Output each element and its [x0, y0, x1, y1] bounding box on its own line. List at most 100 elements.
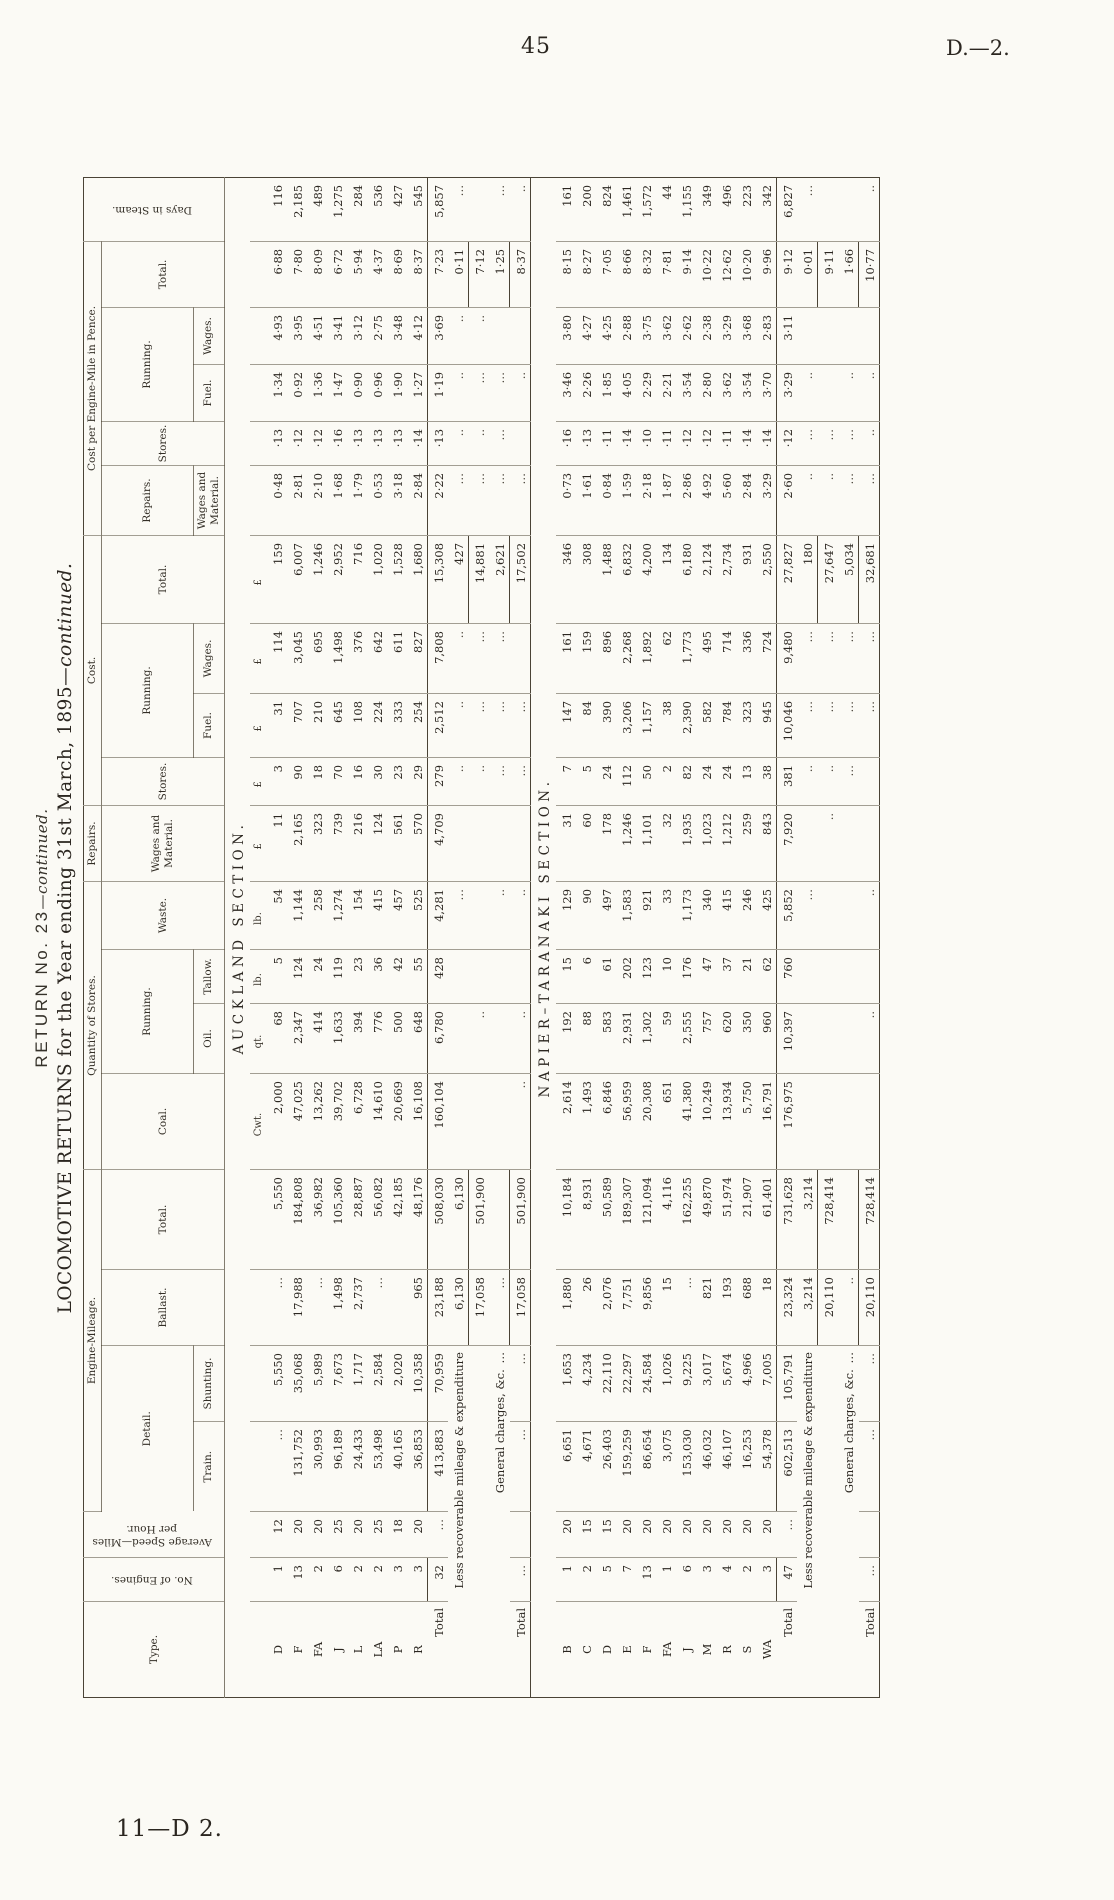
- table-cell: 784: [716, 693, 737, 758]
- table-cell: 0·96: [367, 364, 388, 422]
- table-cell: 88: [576, 1003, 597, 1074]
- table-cell: 18: [387, 1511, 408, 1558]
- table-cell: [817, 1003, 839, 1074]
- table-cell: 15: [556, 949, 577, 1004]
- col-header-pence-wages-material: Wages and Material.: [193, 465, 225, 536]
- table-cell: 31: [267, 693, 288, 758]
- table-cell: …: [838, 693, 859, 758]
- table-cell: 965: [407, 1269, 428, 1346]
- table-cell: …: [776, 1511, 798, 1558]
- table-cell: 4,671: [576, 1421, 597, 1512]
- table-cell: 394: [347, 1003, 368, 1074]
- row-label-cell: S: [740, 1645, 755, 1654]
- table-cell: 4,281: [427, 881, 449, 950]
- table-cell: 8·15: [556, 241, 577, 308]
- table-cell: 8·32: [636, 241, 657, 308]
- table-cell: 9·14: [676, 241, 697, 308]
- table-row: L 2 20 24,433 1,717 2,737 28,887 6,728 394 23 154 2…: [347, 177, 368, 1697]
- table-cell: 20: [307, 1511, 328, 1558]
- table-cell: 3·70: [756, 364, 777, 422]
- col-header-pence-fuel: Fuel.: [193, 364, 225, 422]
- table-cell: 3,214: [797, 1269, 818, 1346]
- col-header-cost-wages: Wages.: [193, 623, 225, 694]
- table-cell: 2,621: [489, 535, 510, 624]
- table-cell: 7: [556, 757, 577, 806]
- table-cell: 760: [776, 949, 798, 1004]
- table-cell: 1·25: [489, 241, 510, 308]
- table-cell: 2,555: [676, 1003, 697, 1074]
- table-cell: ·16: [556, 421, 577, 466]
- table-cell: 4·27: [576, 307, 597, 365]
- table-cell: 6,130: [448, 1269, 469, 1346]
- table-cell: 35,068: [287, 1345, 308, 1422]
- table-cell: 9·11: [817, 241, 839, 308]
- table-cell: 39,702: [327, 1073, 348, 1170]
- table-cell: 17,988: [287, 1269, 308, 1346]
- row-label-cell: R: [720, 1645, 735, 1654]
- table-cell: 129: [556, 881, 577, 950]
- table-cell: 20: [287, 1511, 308, 1558]
- table-cell: …: [448, 881, 469, 950]
- table-cell: 545: [407, 177, 428, 242]
- table-cell: 24: [596, 757, 617, 806]
- table-cell: [468, 949, 490, 1004]
- table-cell: …: [468, 465, 490, 536]
- table-cell: 70,959: [427, 1345, 449, 1422]
- table-cell: 4·92: [696, 465, 717, 536]
- table-cell: 200: [576, 177, 597, 242]
- table-cell: 1,653: [556, 1345, 577, 1422]
- table-cell: ..: [468, 1003, 490, 1074]
- table-cell: 50: [636, 757, 657, 806]
- table-row: E 7 20 159,259 22,297 7,751 189,307 56,959 2,931…: [616, 177, 637, 1697]
- table-cell: 5,550: [267, 1169, 288, 1270]
- table-cell: 1·34: [267, 364, 288, 422]
- table-cell: 10: [656, 949, 677, 1004]
- table-cell: 8·66: [616, 241, 637, 308]
- table-cell: 1,498: [327, 623, 348, 694]
- row-label-cell: General charges, &c. …: [493, 1352, 508, 1494]
- table-cell: 1,026: [656, 1345, 677, 1422]
- table-cell: 2,268: [616, 623, 637, 694]
- table-cell: 16,108: [407, 1073, 428, 1170]
- table-cell: 7,920: [776, 805, 798, 882]
- table-cell: 8·27: [576, 241, 597, 308]
- table-cell: 31: [556, 805, 577, 882]
- table-cell: 26: [576, 1269, 597, 1346]
- table-cell: 96,189: [327, 1421, 348, 1512]
- table-cell: 10·20: [736, 241, 757, 308]
- col-header-tallow: Tallow.: [193, 949, 225, 1004]
- printers-footline: 11—D 2.: [116, 1816, 223, 1842]
- paper-reference: D.—2.: [946, 36, 1010, 60]
- table-row: S 2 20 16,253 4,966 688 21,907 5,750 350 21 246 259…: [736, 177, 757, 1697]
- table-cell: 3: [407, 1557, 428, 1602]
- table-cell: 131,752: [287, 1421, 308, 1512]
- table-cell: …: [468, 693, 490, 758]
- table-cell: 61,401: [756, 1169, 777, 1270]
- table-cell: 427: [448, 535, 469, 624]
- row-label-cell: FA: [311, 1641, 326, 1658]
- row-label-cell: D: [600, 1644, 615, 1655]
- row-label-cell: [469, 1346, 490, 1698]
- table-cell: …: [838, 421, 859, 466]
- table-cell: 1: [656, 1557, 677, 1602]
- table-cell: 3·29: [756, 465, 777, 536]
- table-cell: 5,852: [776, 881, 798, 950]
- table-cell: [509, 949, 531, 1004]
- table-cell: …: [509, 757, 531, 806]
- table-cell: 20: [636, 1511, 657, 1558]
- table-cell: [817, 364, 839, 422]
- table-cell: ..: [448, 623, 469, 694]
- table-cell: 1,020: [367, 535, 388, 624]
- table-row: LA 2 25 53,498 2,584… 56,082 14,610 776 36 415 124…: [367, 177, 388, 1697]
- table-cell: ·13: [347, 421, 368, 466]
- table-cell: 22,297: [616, 1345, 637, 1422]
- table-cell: [468, 177, 490, 242]
- table-cell: 6,728: [347, 1073, 368, 1170]
- table-cell: 55: [407, 949, 428, 1004]
- table-cell: 5: [596, 1557, 617, 1602]
- table-cell: ·13: [367, 421, 388, 466]
- table-cell: 695: [307, 623, 328, 694]
- unit-cell: [250, 465, 268, 536]
- table-cell: …: [509, 1557, 531, 1602]
- table-cell: 1·90: [387, 364, 408, 422]
